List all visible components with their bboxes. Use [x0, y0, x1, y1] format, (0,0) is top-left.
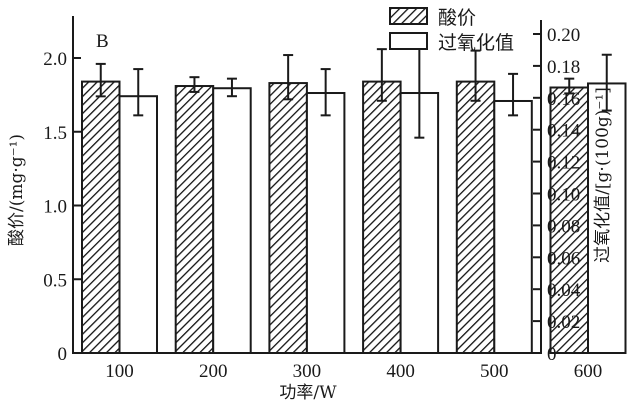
bar-peroxide-value-100 — [118, 95, 158, 355]
right-y-tick-label: 0.06 — [547, 248, 580, 269]
right-y-tick-label: 0.18 — [547, 57, 580, 78]
error-bar — [601, 53, 612, 112]
bar-peroxide-value-200 — [212, 87, 252, 354]
error-bar — [133, 68, 144, 117]
legend-swatch-hatched — [389, 7, 428, 25]
right-y-tick-label: 0.12 — [547, 153, 580, 174]
error-bar — [376, 48, 387, 102]
bar-peroxide-value-300 — [305, 92, 346, 354]
error-bar — [189, 76, 200, 93]
x-tick-label: 300 — [293, 361, 322, 382]
bar-peroxide-value-500 — [493, 99, 533, 354]
right-y-tick-label: 0.08 — [547, 216, 580, 237]
left-y-tick-label: 2.0 — [43, 49, 67, 70]
right-y-tick-label: 0.14 — [547, 121, 581, 142]
error-bar — [508, 72, 519, 117]
error-bar — [95, 62, 106, 98]
left-y-tick-label: 1.5 — [43, 123, 67, 144]
panel-label: B — [96, 31, 109, 52]
x-tick-label: 500 — [480, 361, 509, 382]
left-y-tick-label: 0.5 — [43, 270, 67, 291]
error-bar — [564, 77, 575, 95]
bar-acid-value-500 — [455, 80, 496, 354]
bar-acid-value-300 — [268, 82, 308, 354]
x-axis-title: 功率/W — [279, 383, 337, 403]
right-y-tick-label: 0.20 — [547, 25, 580, 46]
legend-swatch-open — [389, 32, 428, 50]
axis-labels-group: 100 200 300 400 500 600 0 0.5 1.0 1.5 2.0 0 0.02 0.04… — [43, 25, 602, 382]
error-bar — [226, 77, 237, 98]
bar-acid-value-100 — [81, 80, 121, 354]
axes-group — [72, 16, 542, 354]
bar-acid-value-400 — [362, 80, 402, 354]
x-tick-label: 400 — [386, 361, 415, 382]
error-bar — [283, 54, 294, 101]
left-y-tick-label: 1.0 — [43, 197, 67, 218]
right-y-tick-label: 0.10 — [547, 185, 580, 206]
left-y-tick-label: 0 — [58, 344, 68, 365]
x-tick-label: 200 — [199, 361, 228, 382]
right-y-tick-label: 0.04 — [547, 280, 581, 301]
error-bar-group — [95, 45, 612, 139]
bar-series-group — [81, 80, 627, 355]
right-y-tick-label: 0 — [547, 344, 557, 365]
error-bar — [320, 68, 331, 117]
left-y-axis-title: 酸价/(mg·g⁻¹) — [7, 134, 27, 246]
right-y-axis-title: 过氧化值/[g·(100g)⁻¹] — [593, 87, 613, 263]
x-tick-label: 600 — [574, 361, 603, 382]
bar-acid-value-600 — [549, 86, 589, 354]
bar-acid-value-200 — [174, 85, 215, 355]
error-bar — [470, 49, 481, 102]
right-y-tick-label: 0.16 — [547, 89, 580, 110]
right-y-tick-label: 0.02 — [547, 312, 580, 333]
legend-label: 酸价 — [438, 7, 476, 29]
legend-label: 过氧化值 — [438, 32, 514, 54]
x-tick-label: 100 — [105, 361, 134, 382]
